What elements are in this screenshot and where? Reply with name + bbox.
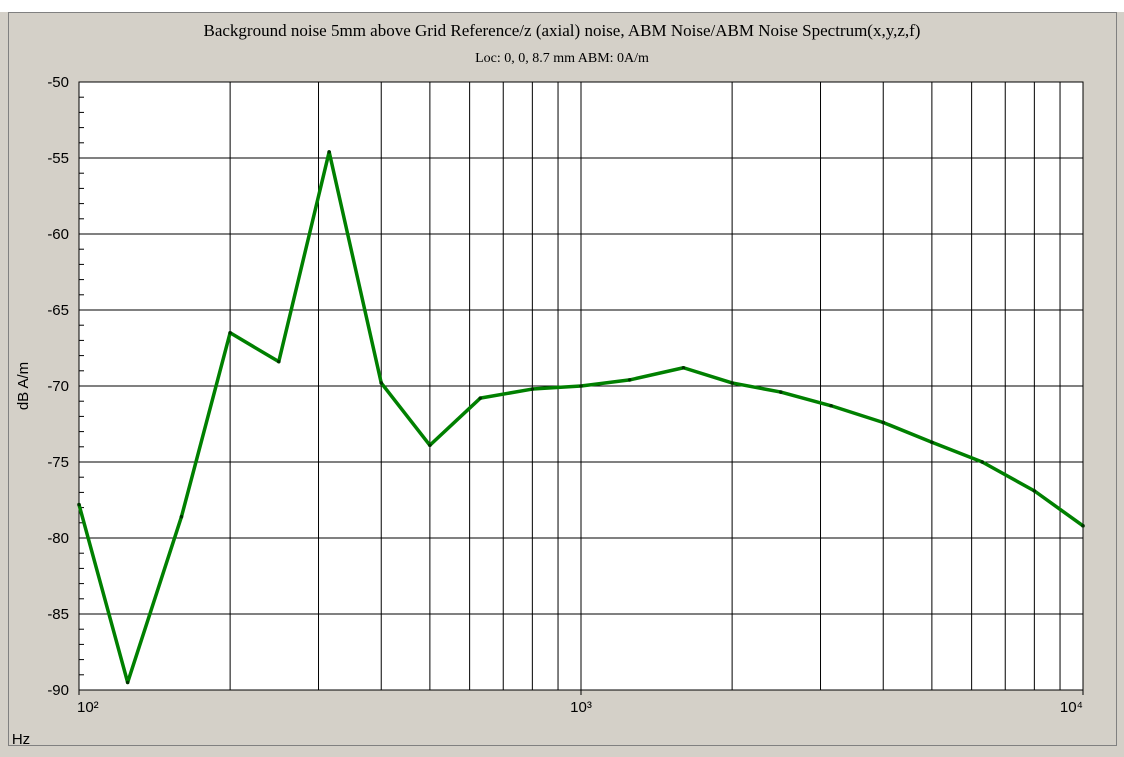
x-axis-label: Hz xyxy=(12,731,30,748)
data-point xyxy=(228,331,232,335)
data-point xyxy=(125,680,130,685)
data-point xyxy=(829,403,833,408)
chart-title: Background noise 5mm above Grid Referenc… xyxy=(204,21,921,40)
plot-border xyxy=(78,81,1084,691)
y-tick-label: -70 xyxy=(47,378,69,395)
y-tick-label: -65 xyxy=(47,302,69,319)
x-tick-label: 10⁴ xyxy=(1060,699,1083,716)
data-point xyxy=(730,381,734,385)
data-point xyxy=(77,502,81,507)
chart-subtitle: Loc: 0, 0, 8.7 mm ABM: 0A/m xyxy=(475,51,649,66)
y-tick-label: -80 xyxy=(47,530,69,547)
data-point xyxy=(930,440,934,445)
data-point xyxy=(276,359,281,364)
data-point xyxy=(778,390,783,394)
data-point xyxy=(980,460,985,464)
data-point xyxy=(179,514,184,519)
x-tick-label: 10² xyxy=(77,699,99,716)
y-tick-label: -55 xyxy=(47,150,69,167)
data-point xyxy=(379,381,384,385)
data-point xyxy=(1032,489,1037,493)
y-tick-label: -50 xyxy=(47,74,69,91)
data-point xyxy=(579,384,583,388)
data-point xyxy=(530,387,535,391)
y-tick-label: -60 xyxy=(47,226,69,243)
data-point xyxy=(327,150,331,154)
y-tick-label: -75 xyxy=(47,454,69,471)
data-point xyxy=(428,443,432,448)
y-axis-label: dB A/m xyxy=(15,362,32,410)
data-point xyxy=(881,420,886,425)
y-tick-label: -90 xyxy=(47,682,69,699)
data-point xyxy=(1081,524,1085,528)
data-point xyxy=(681,365,686,370)
x-tick-label: 10³ xyxy=(570,699,592,716)
data-point xyxy=(627,378,632,382)
panel-border xyxy=(8,12,1117,746)
data-point xyxy=(478,396,483,400)
y-tick-label: -85 xyxy=(47,606,69,623)
